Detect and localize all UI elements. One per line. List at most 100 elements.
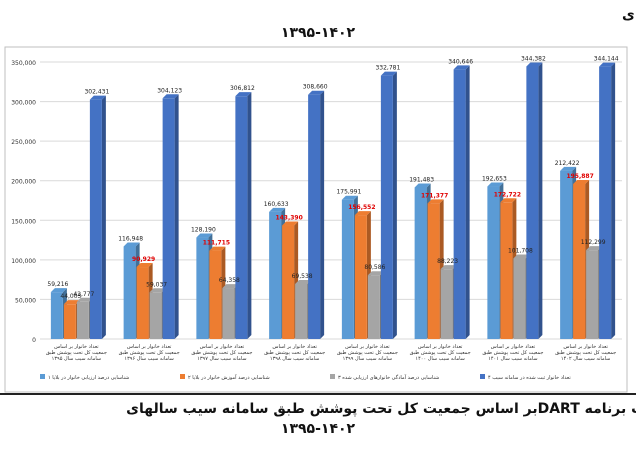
data-label: 332,781 — [375, 65, 400, 72]
legend-swatch — [480, 374, 485, 379]
bar — [196, 237, 209, 339]
data-label: 195,887 — [566, 173, 593, 180]
bar — [162, 98, 175, 339]
bar-top — [282, 221, 299, 226]
y-tick-label: 250,000 — [11, 139, 36, 146]
bar-side — [392, 71, 397, 339]
bar — [586, 250, 599, 339]
bar — [573, 183, 586, 339]
data-label: 344,144 — [594, 56, 619, 63]
y-tick-label: 50,000 — [15, 297, 36, 304]
bar — [380, 75, 393, 339]
bar-top — [380, 71, 397, 76]
data-label: 340,646 — [448, 58, 473, 65]
data-label: 308,660 — [303, 84, 328, 91]
bar-top — [123, 242, 140, 247]
bar — [427, 203, 440, 339]
bar-top — [222, 284, 239, 289]
bar-top — [209, 246, 226, 251]
bar — [269, 211, 282, 339]
y-tick-label: 350,000 — [11, 60, 36, 67]
data-label: 156,552 — [348, 204, 375, 211]
bar — [76, 301, 89, 339]
data-label: 69,538 — [292, 273, 313, 280]
bar-top — [308, 90, 325, 95]
legend-swatch — [40, 374, 45, 379]
bar-side — [101, 95, 106, 340]
legend-swatch — [180, 374, 185, 379]
data-label: 90,929 — [132, 256, 155, 263]
bar-top — [427, 199, 444, 204]
data-label: 111,715 — [203, 240, 230, 247]
data-label: 172,722 — [494, 191, 521, 198]
legend-swatch — [330, 374, 335, 379]
bar-top — [136, 263, 153, 268]
bar-top — [89, 95, 106, 100]
bar-side — [465, 65, 470, 340]
bar — [308, 94, 321, 340]
data-label: 171,377 — [421, 192, 448, 199]
bar-top — [500, 198, 517, 203]
bar-top — [235, 92, 252, 97]
bar-top — [487, 182, 504, 187]
bar — [560, 170, 573, 339]
x-tick-label: تعداد خانوار بر اساس جمعیت کل تحت پوشش طب… — [410, 344, 471, 362]
data-label: 42,777 — [73, 291, 94, 298]
data-label: 212,422 — [555, 160, 580, 167]
bar — [235, 96, 248, 340]
data-label: 101,708 — [508, 248, 533, 255]
data-label: 80,586 — [364, 264, 385, 271]
bar — [513, 258, 526, 339]
y-tick-label: 200,000 — [11, 179, 36, 186]
data-label: 64,358 — [219, 277, 240, 284]
bar-top — [295, 279, 312, 284]
bar — [354, 215, 367, 339]
bar — [50, 292, 63, 339]
bar-side — [320, 90, 325, 340]
bottom-title: تعداد خانوار ارایه شده خدمات برنامه DART… — [126, 401, 636, 417]
bar — [599, 66, 612, 339]
bar-top — [440, 265, 457, 270]
y-tick-label: 300,000 — [11, 100, 36, 107]
x-tick-label: تعداد خانوار بر اساس جمعیت کل تحت پوشش طب… — [482, 344, 543, 362]
y-tick-label: 100,000 — [11, 258, 36, 265]
bar-top — [63, 300, 80, 305]
data-label: 128,190 — [191, 227, 216, 234]
legend-label: ۳ شناسایی درصد آمادگی خانوارهای ارزیابی … — [338, 374, 439, 381]
data-label: 304,123 — [157, 87, 182, 94]
bar-top — [560, 166, 577, 171]
chart-title-years: ۱۳۹۵-۱۴۰۲ — [281, 25, 356, 41]
data-label: 344,382 — [521, 55, 546, 62]
bar-top — [50, 288, 67, 293]
x-tick-label: تعداد خانوار بر اساس جمعیت کل تحت پوشش طب… — [46, 344, 107, 362]
bar-side — [611, 62, 616, 339]
data-label: 116,948 — [118, 235, 143, 242]
data-label: 112,299 — [581, 239, 606, 246]
bar — [440, 269, 453, 339]
bar — [123, 246, 136, 339]
bar-top — [599, 62, 616, 67]
bar-top — [526, 62, 543, 67]
data-label: 160,633 — [264, 201, 289, 208]
bar — [414, 187, 427, 339]
bottom-title-years: ۱۳۹۵-۱۴۰۲ — [281, 421, 356, 437]
chart-title: تعداد خانوار ارایه شده خدمات برنامه DART… — [622, 7, 636, 23]
bar — [209, 250, 222, 339]
bar — [282, 225, 295, 339]
data-label: 192,653 — [482, 176, 507, 183]
data-label: 59,037 — [146, 281, 167, 288]
y-tick-label: 150,000 — [11, 218, 36, 225]
bar-side — [538, 62, 543, 339]
bar — [341, 199, 354, 339]
data-label: 44,003 — [60, 293, 81, 300]
bar — [136, 267, 149, 339]
bar-top — [162, 94, 179, 99]
bar — [500, 202, 513, 339]
data-label: 59,216 — [47, 281, 68, 288]
data-label: 175,991 — [336, 189, 361, 196]
bar — [526, 66, 539, 340]
x-tick-label: تعداد خانوار بر اساس جمعیت کل تحت پوشش طب… — [264, 344, 325, 362]
x-tick-label: تعداد خانوار بر اساس جمعیت کل تحت پوشش طب… — [191, 344, 252, 362]
bar-top — [573, 179, 590, 184]
